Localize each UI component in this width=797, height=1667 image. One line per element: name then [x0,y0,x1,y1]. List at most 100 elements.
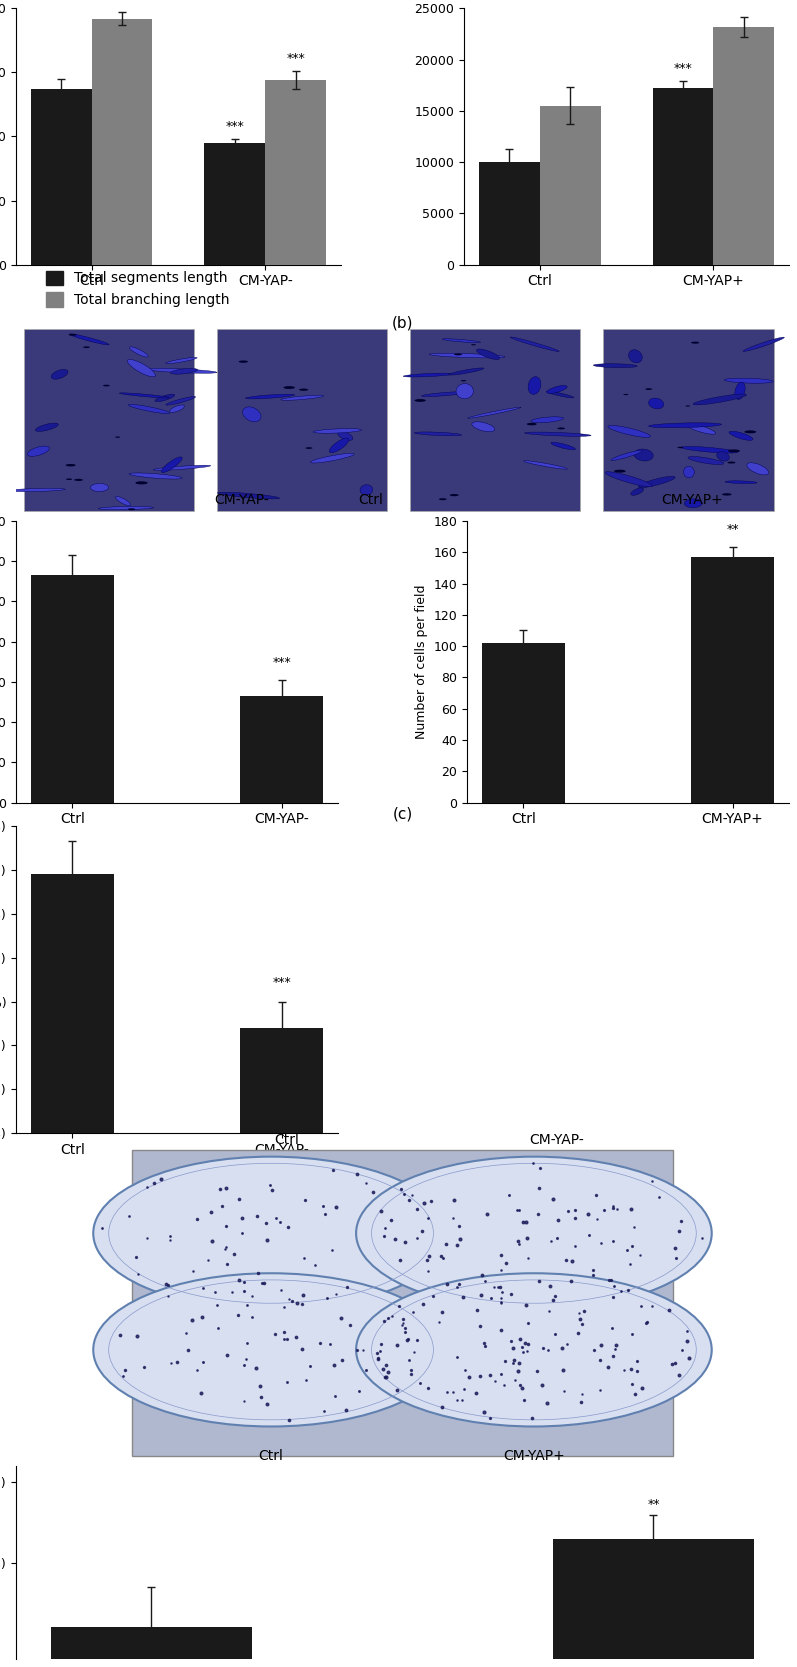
Ellipse shape [153,465,210,470]
Ellipse shape [524,460,567,468]
Circle shape [128,508,135,510]
Ellipse shape [456,383,473,398]
Bar [653,88,713,265]
Ellipse shape [170,405,184,412]
Ellipse shape [724,378,773,383]
Circle shape [744,430,756,433]
Ellipse shape [630,488,644,495]
Ellipse shape [649,423,721,428]
Text: Ctrl: Ctrl [358,493,383,507]
Circle shape [284,387,295,388]
Ellipse shape [472,422,495,432]
Bar [92,18,152,265]
Y-axis label: Number of cells per field: Number of cells per field [414,585,428,738]
Ellipse shape [51,370,68,378]
Circle shape [356,1157,712,1310]
Ellipse shape [693,393,747,405]
Circle shape [135,482,147,485]
Ellipse shape [129,347,148,357]
Circle shape [454,353,462,355]
Ellipse shape [116,497,131,505]
Text: CM-YAP-: CM-YAP- [530,1134,584,1147]
Ellipse shape [171,368,198,373]
Circle shape [557,427,565,430]
Ellipse shape [360,485,373,495]
Circle shape [299,388,308,390]
Ellipse shape [547,385,567,393]
Ellipse shape [449,368,484,375]
Ellipse shape [430,353,505,358]
Text: CM-YAP+: CM-YAP+ [662,493,723,507]
Ellipse shape [608,425,650,437]
Ellipse shape [128,360,155,377]
Bar [30,575,114,803]
Ellipse shape [717,452,729,462]
Bar [240,697,324,803]
Bar [204,143,265,265]
FancyBboxPatch shape [24,328,194,512]
Ellipse shape [524,432,591,437]
Ellipse shape [638,477,675,488]
Ellipse shape [531,417,563,423]
Ellipse shape [161,457,183,473]
Ellipse shape [528,377,541,395]
Text: ***: *** [226,120,244,133]
Ellipse shape [313,428,362,433]
Circle shape [614,470,626,473]
FancyBboxPatch shape [132,1150,673,1457]
Ellipse shape [593,363,638,368]
Bar [479,162,540,265]
Circle shape [93,1157,449,1310]
Bar [713,27,774,265]
Ellipse shape [27,447,49,457]
Text: Ctrl: Ctrl [274,1134,299,1147]
Circle shape [691,342,699,343]
Bar [30,874,114,1134]
Ellipse shape [743,337,784,352]
Ellipse shape [735,382,745,400]
Circle shape [103,385,110,387]
Ellipse shape [442,338,481,343]
Bar [540,105,601,265]
Ellipse shape [551,442,575,450]
Text: CM-YAP-: CM-YAP- [214,493,269,507]
Bar [691,557,775,803]
Circle shape [527,423,536,425]
Circle shape [83,347,90,348]
Text: ***: *** [273,977,291,989]
Ellipse shape [338,432,353,440]
Ellipse shape [98,507,154,510]
Circle shape [646,388,652,390]
Ellipse shape [166,357,197,363]
Ellipse shape [684,498,702,508]
Ellipse shape [605,472,652,487]
Ellipse shape [120,393,169,398]
Ellipse shape [129,473,183,478]
Circle shape [74,478,83,482]
Ellipse shape [146,368,217,373]
Text: **: ** [726,523,739,537]
Ellipse shape [681,447,737,453]
Ellipse shape [649,398,664,408]
Ellipse shape [329,438,349,453]
Bar [51,1627,252,1667]
Ellipse shape [468,407,521,418]
Ellipse shape [546,392,574,398]
Circle shape [65,463,76,467]
Ellipse shape [218,492,280,498]
Ellipse shape [245,393,295,398]
Ellipse shape [155,393,175,402]
Bar [481,643,565,803]
Ellipse shape [242,407,261,422]
Ellipse shape [747,463,768,475]
FancyBboxPatch shape [603,328,774,512]
Ellipse shape [69,333,109,345]
Text: CM-YAP+: CM-YAP+ [503,1449,565,1464]
Ellipse shape [6,488,65,492]
Bar [31,88,92,265]
Circle shape [728,450,740,452]
Circle shape [722,493,732,495]
Text: Ctrl: Ctrl [258,1449,284,1464]
Text: ***: *** [286,52,305,65]
Text: ***: *** [673,62,693,75]
